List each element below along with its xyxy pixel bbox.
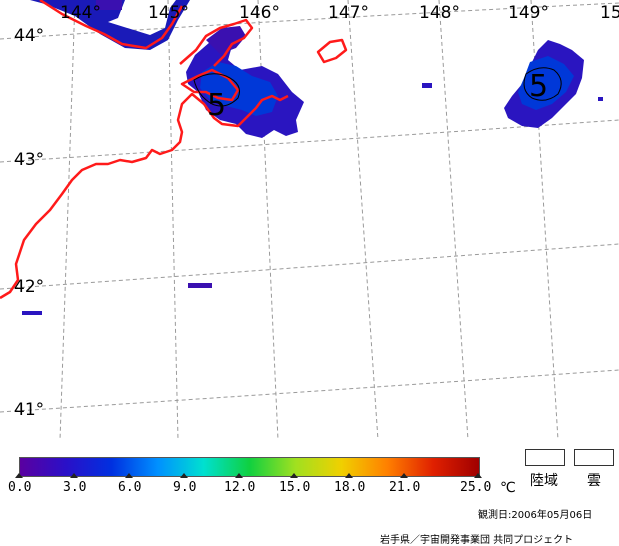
longitude-line-148 xyxy=(438,0,469,440)
sst-data xyxy=(22,0,603,315)
latitude-line-41 xyxy=(0,369,619,413)
colorbar-label-12: 12.0 xyxy=(224,480,256,495)
colorbar-label-6: 6.0 xyxy=(118,480,142,495)
longitude-label-149: 149° xyxy=(508,3,549,23)
latitude-label-43: 43° xyxy=(14,150,45,170)
longitude-line-146 xyxy=(257,0,279,440)
colorbar-tick-0 xyxy=(15,473,23,478)
cloud-legend-swatch xyxy=(574,449,614,466)
colorbar-label-9: 9.0 xyxy=(173,480,197,495)
longitude-label-147: 147° xyxy=(328,3,369,23)
colorbar-label-15: 15.0 xyxy=(279,480,311,495)
longitude-line-145 xyxy=(167,0,179,440)
credit-line: 岩手県／宇宙開発事業団 共同プロジェクト xyxy=(380,535,574,546)
latitude-line-44 xyxy=(0,2,619,40)
contour-line-west xyxy=(193,73,240,107)
shiretoko-peninsula xyxy=(39,0,184,50)
contour-line-east xyxy=(523,67,562,101)
sst-patch-kuril-west-upper xyxy=(206,26,246,54)
sst-patch-speck-3 xyxy=(598,97,603,101)
cloud-legend-label: 雲 xyxy=(587,473,601,489)
contour-label-east: 5 xyxy=(529,69,548,104)
colorbar-label-3: 3.0 xyxy=(63,480,87,495)
iturup-island xyxy=(180,68,240,102)
land-legend-label: 陸域 xyxy=(530,473,558,489)
kunashiri-island xyxy=(179,18,254,67)
latitude-line-42 xyxy=(0,243,619,290)
temperature-unit: ℃ xyxy=(500,480,516,496)
sst-patch-small-left xyxy=(22,311,42,315)
land-legend-swatch xyxy=(525,449,565,466)
latitude-label-41: 41° xyxy=(14,400,45,420)
longitude-line-147 xyxy=(347,0,379,440)
contours xyxy=(193,67,562,107)
colorbar-tick-3 xyxy=(70,473,78,478)
colorbar-tick-21 xyxy=(400,473,408,478)
latitude-label-44: 44° xyxy=(14,26,45,46)
sst-patch-small-center xyxy=(188,283,212,288)
colorbar-tick-18 xyxy=(345,473,353,478)
longitude-label-146: 146° xyxy=(239,3,280,23)
colorbar-tick-25 xyxy=(474,473,482,478)
colorbar-tick-6 xyxy=(125,473,133,478)
contour-label-west: 5 xyxy=(207,88,226,123)
temperature-colorbar xyxy=(19,457,480,477)
colorbar-label-0: 0.0 xyxy=(8,480,32,495)
longitude-label-145: 145° xyxy=(148,3,189,23)
longitude-gridlines xyxy=(59,0,559,440)
observation-date: 観測日:2006年05月06日 xyxy=(478,510,593,521)
shikotan-island xyxy=(316,38,348,64)
coastline xyxy=(0,0,348,300)
sst-map: 5 5 xyxy=(0,0,619,440)
latitude-label-42: 42° xyxy=(14,277,45,297)
colorbar-tick-15 xyxy=(290,473,298,478)
longitude-label-148: 148° xyxy=(419,3,460,23)
sst-patch-speck-2 xyxy=(96,0,122,10)
longitude-line-144 xyxy=(59,0,76,440)
colorbar-label-18: 18.0 xyxy=(334,480,366,495)
sst-patch-speck-1 xyxy=(422,83,432,88)
colorbar-label-21: 21.0 xyxy=(389,480,421,495)
sst-patch-north-coast xyxy=(30,0,190,50)
longitude-label-150: 15 xyxy=(600,3,619,23)
longitude-label-144: 144° xyxy=(60,3,101,23)
latitude-gridlines xyxy=(0,2,619,413)
colorbar-label-25: 25.0 xyxy=(460,480,492,495)
hokkaido-east-coast xyxy=(0,92,289,300)
sst-patch-kuril-east-core xyxy=(518,56,574,110)
colorbar-tick-12 xyxy=(235,473,243,478)
colorbar-tick-9 xyxy=(180,473,188,478)
